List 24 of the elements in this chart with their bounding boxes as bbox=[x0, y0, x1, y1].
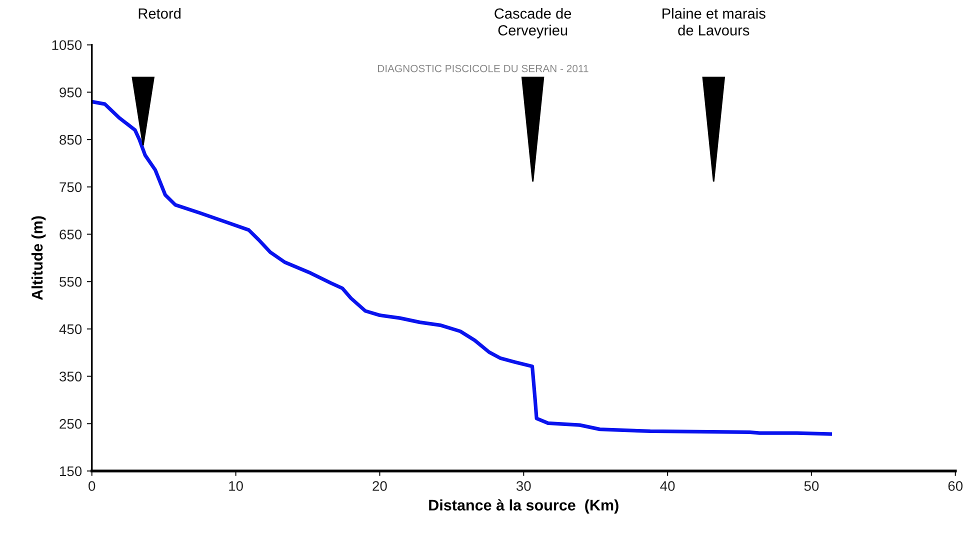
y-tick-label: 850 bbox=[60, 134, 82, 145]
annotation: DIAGNOSTIC PISCICOLE DU SERAN - 2011 bbox=[378, 64, 588, 72]
x-axis-title: Distance à la source (Km) bbox=[429, 499, 618, 514]
x-tick-label: 40 bbox=[660, 481, 675, 491]
x-tick-label: 20 bbox=[372, 481, 387, 491]
y-tick-label: 1050 bbox=[52, 40, 82, 50]
x-tick-label: 60 bbox=[948, 481, 963, 491]
y-tick-label: 950 bbox=[60, 88, 82, 98]
x-tick-label: 50 bbox=[804, 481, 819, 491]
x-tick-label: 10 bbox=[229, 481, 243, 491]
y-tick-label: 250 bbox=[60, 418, 82, 429]
y-axis-title: Altitude (m) bbox=[31, 216, 46, 300]
line-series bbox=[92, 100, 832, 436]
y-tick-label: 750 bbox=[60, 182, 82, 192]
text: Retord bbox=[138, 8, 181, 19]
y-tick-label: 450 bbox=[59, 324, 82, 334]
y-tick-label: 350 bbox=[60, 372, 82, 382]
x-tick-label: 0 bbox=[88, 481, 96, 491]
y-tick-label: 650 bbox=[60, 230, 82, 240]
y-tick-label: 550 bbox=[60, 276, 82, 287]
text: Plaine et marais de Lavours bbox=[662, 8, 766, 36]
text: Cascade de Cerveyrieu bbox=[494, 8, 572, 38]
y-tick-label: 150 bbox=[60, 466, 82, 476]
x-tick-label: 30 bbox=[516, 481, 531, 491]
